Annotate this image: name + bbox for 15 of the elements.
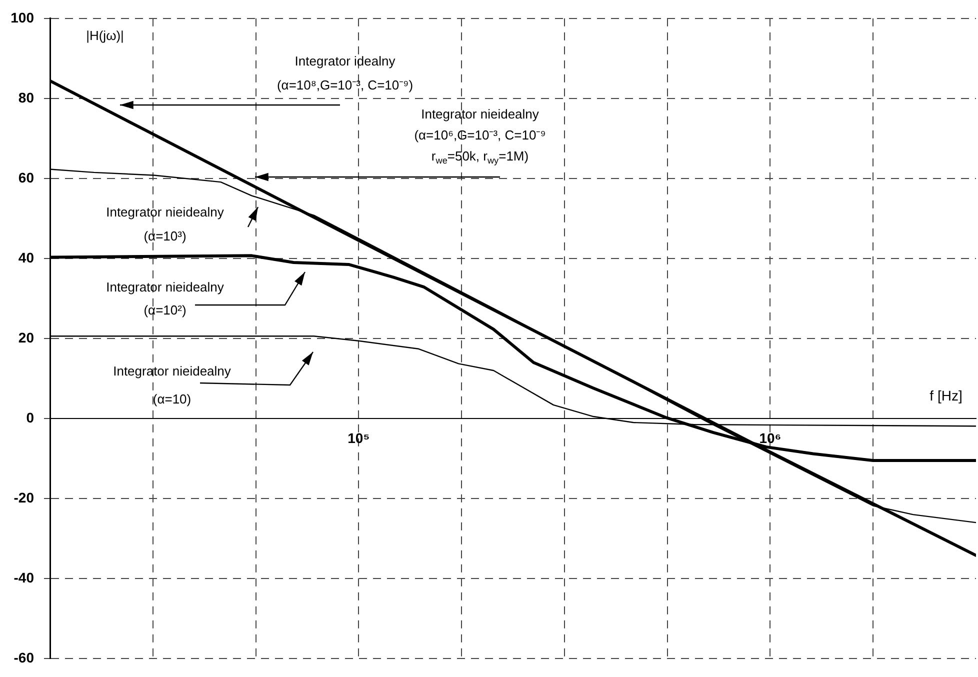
y-tick-label: 20 <box>18 329 34 346</box>
y-axis-title: |H(jω)| <box>86 28 124 43</box>
x-tick-label: 10⁵ <box>348 430 370 446</box>
x-axis-title: f [Hz] <box>930 387 962 404</box>
y-tick-label: 80 <box>18 89 34 106</box>
y-tick-label: 40 <box>18 249 34 266</box>
y-tick-label: 60 <box>18 169 34 186</box>
annotation: Integrator idealny (α=10⁸,G=10⁻³, C=10⁻⁹) <box>276 54 414 93</box>
annotation: Integrator nieidealny (α=10³) <box>106 204 224 244</box>
y-tick-label: -40 <box>14 569 34 586</box>
y-tick-label: -20 <box>14 489 34 506</box>
x-tick-label: 10⁶ <box>759 430 782 446</box>
y-tick-label: 100 <box>10 9 34 26</box>
y-tick-label: 0 <box>26 409 34 426</box>
y-tick-label: -60 <box>14 649 34 666</box>
